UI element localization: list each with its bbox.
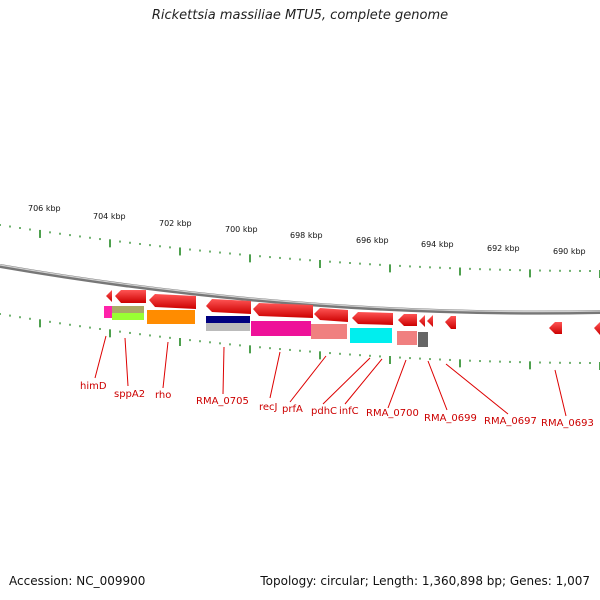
lower-scale-track — [0, 313, 600, 370]
feature-block — [112, 306, 144, 314]
feature-block — [418, 332, 428, 347]
scale-label: 694 kbp — [421, 240, 454, 249]
gene-arrow — [352, 312, 393, 325]
feature-block — [311, 324, 347, 339]
gene-label-sppa2: sppA2 — [114, 389, 145, 400]
scale-label: 706 kbp — [28, 204, 61, 213]
feature-block — [251, 321, 311, 336]
genome-summary: Topology: circular; Length: 1,360,898 bp… — [260, 574, 590, 588]
genome-backbone — [0, 264, 600, 315]
feature-block — [104, 306, 112, 318]
gene-label-rma0705: RMA_0705 — [196, 396, 249, 407]
leader-lines — [94, 335, 567, 417]
genome-backbone-highlight — [0, 264, 600, 313]
gene-arrow — [445, 316, 456, 329]
feature-block — [206, 323, 250, 331]
gene-arrow — [149, 294, 196, 309]
gene-label-pdhc: pdhC — [311, 406, 337, 417]
gene-arrow — [427, 315, 433, 327]
upper-scale-track — [0, 224, 600, 278]
forward-genes — [106, 290, 600, 335]
gene-arrow — [253, 303, 313, 318]
gene-labels: himD sppA2 rho RMA_0705 recJ prfA pdhC i… — [80, 381, 594, 429]
gene-label-recj: recJ — [259, 402, 278, 413]
gene-arrow — [419, 315, 425, 327]
gene-label-rho: rho — [155, 390, 171, 401]
feature-blocks — [104, 306, 428, 347]
gene-arrow — [594, 322, 600, 335]
gene-label-rma0700: RMA_0700 — [366, 408, 419, 419]
gene-label-prfa: prfA — [282, 404, 303, 415]
gene-label-rma0693: RMA_0693 — [541, 418, 594, 429]
gene-arrow — [398, 314, 417, 326]
scale-label: 696 kbp — [356, 236, 389, 245]
gene-arrow — [314, 308, 348, 322]
map-title: Rickettsia massiliae MTU5, complete geno… — [151, 8, 449, 23]
feature-block — [147, 310, 195, 324]
scale-label: 704 kbp — [93, 212, 126, 221]
scale-labels: 706 kbp 704 kbp 702 kbp 700 kbp 698 kbp … — [28, 204, 586, 256]
feature-block — [397, 331, 417, 345]
scale-label: 692 kbp — [487, 244, 520, 253]
scale-label: 700 kbp — [225, 225, 258, 234]
gene-arrow — [206, 299, 251, 314]
feature-block — [206, 316, 250, 324]
scale-label: 702 kbp — [159, 219, 192, 228]
gene-arrow — [106, 290, 112, 302]
gene-arrow — [115, 290, 146, 303]
gene-label-rma0697: RMA_0697 — [484, 416, 537, 427]
feature-block — [112, 313, 144, 320]
gene-arrow — [549, 322, 562, 334]
gene-label-rma0699: RMA_0699 — [424, 413, 477, 424]
accession-text: Accession: NC_009900 — [9, 574, 146, 588]
scale-label: 690 kbp — [553, 247, 586, 256]
feature-block — [350, 328, 392, 343]
gene-label-himd: himD — [80, 381, 107, 392]
scale-label: 698 kbp — [290, 231, 323, 240]
gene-label-infc: infC — [339, 406, 359, 417]
